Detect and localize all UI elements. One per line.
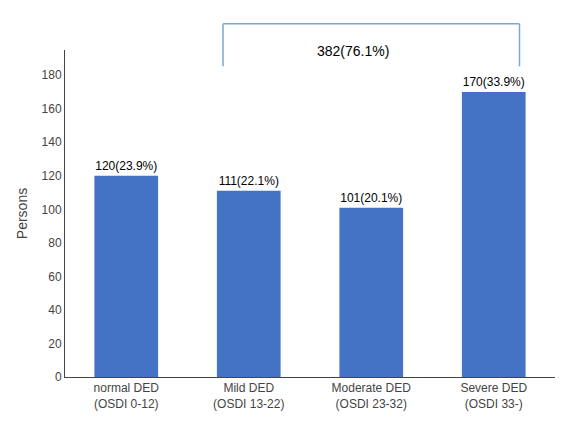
svg-text:60: 60 <box>48 270 62 284</box>
svg-text:101(20.1%): 101(20.1%) <box>340 191 402 205</box>
svg-text:40: 40 <box>48 303 62 317</box>
svg-text:140: 140 <box>42 135 62 149</box>
svg-text:180: 180 <box>42 68 62 82</box>
svg-text:80: 80 <box>48 236 62 250</box>
svg-text:100: 100 <box>42 203 62 217</box>
svg-text:Moderate DED(OSDI 23-32): Moderate DED(OSDI 23-32) <box>332 381 412 411</box>
svg-text:120: 120 <box>42 169 62 183</box>
svg-text:20: 20 <box>48 337 62 351</box>
svg-text:120(23.9%): 120(23.9%) <box>95 159 157 173</box>
svg-text:111(22.1%): 111(22.1%) <box>219 174 279 188</box>
svg-text:Mild DED(OSDI 13-22): Mild DED(OSDI 13-22) <box>213 381 284 411</box>
svg-text:170(33.9%): 170(33.9%) <box>463 75 525 89</box>
svg-text:Severe DED(OSDI 33-): Severe DED(OSDI 33-) <box>460 381 527 411</box>
svg-text:Persons: Persons <box>14 188 30 239</box>
svg-text:normal DED(OSDI 0-12): normal DED(OSDI 0-12) <box>94 381 160 411</box>
svg-text:0: 0 <box>55 370 62 384</box>
svg-text:382(76.1%): 382(76.1%) <box>317 43 389 59</box>
svg-text:160: 160 <box>42 102 62 116</box>
